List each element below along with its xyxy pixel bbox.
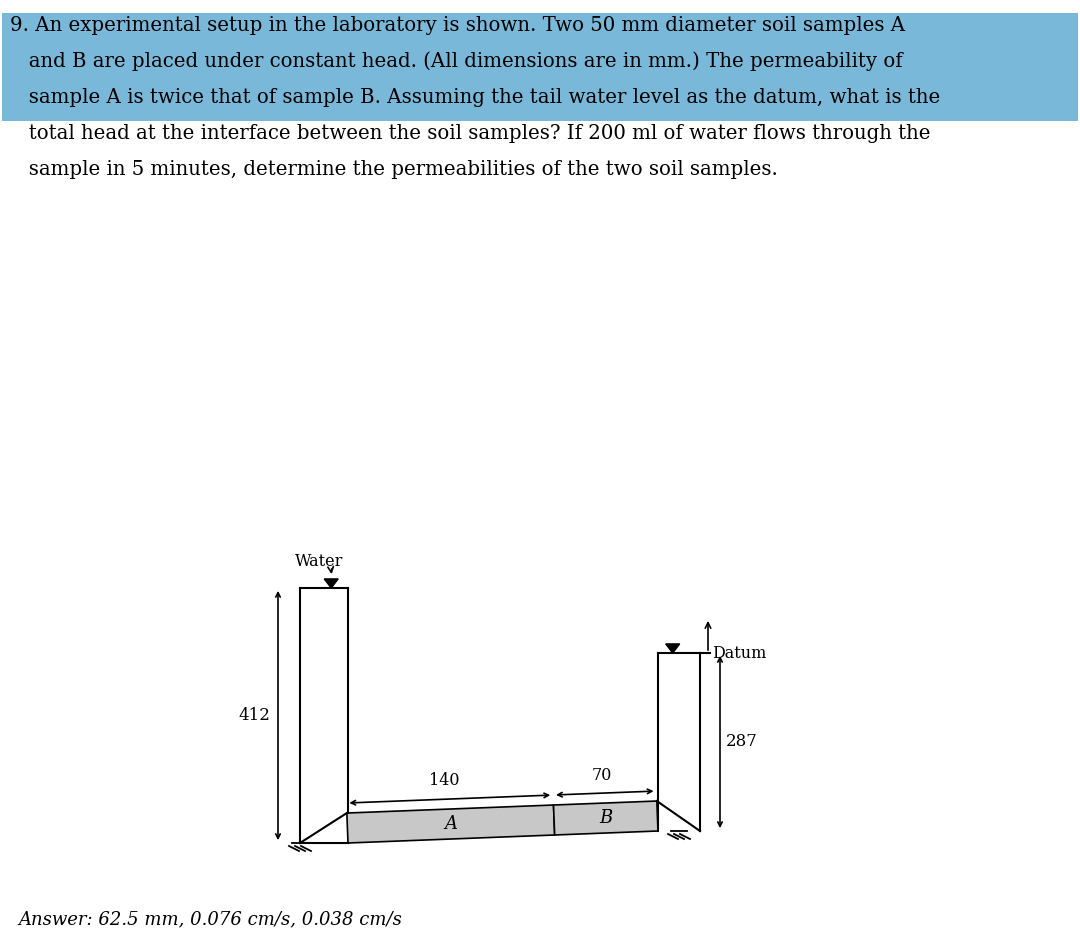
Text: sample A is twice that of sample B. Assuming the tail water level as the datum, : sample A is twice that of sample B. Assu… <box>10 88 941 107</box>
Bar <box>2 85 1078 121</box>
Text: A: A <box>444 815 457 833</box>
Text: total head at the interface between the soil samples? If 200 ml of water flows t: total head at the interface between the … <box>10 124 931 143</box>
Bar <box>2 49 1078 85</box>
Polygon shape <box>347 805 555 843</box>
Text: 140: 140 <box>430 772 460 789</box>
Text: 412: 412 <box>238 707 270 724</box>
Text: B: B <box>599 809 612 827</box>
Polygon shape <box>554 801 658 835</box>
Text: sample in 5 minutes, determine the permeabilities of the two soil samples.: sample in 5 minutes, determine the perme… <box>10 160 778 179</box>
Polygon shape <box>665 644 679 653</box>
Polygon shape <box>324 579 338 588</box>
Text: 287: 287 <box>726 734 758 751</box>
Text: Answer: 62.5 mm, 0.076 cm/s, 0.038 cm/s: Answer: 62.5 mm, 0.076 cm/s, 0.038 cm/s <box>18 910 402 928</box>
Text: Water: Water <box>295 553 343 570</box>
Bar <box>2 13 1078 49</box>
Text: 9. An experimental setup in the laboratory is shown. Two 50 mm diameter soil sam: 9. An experimental setup in the laborato… <box>10 16 905 35</box>
Text: and B are placed under constant head. (All dimensions are in mm.) The permeabili: and B are placed under constant head. (A… <box>10 51 903 71</box>
Text: 70: 70 <box>592 767 611 784</box>
Text: Datum: Datum <box>712 645 767 662</box>
